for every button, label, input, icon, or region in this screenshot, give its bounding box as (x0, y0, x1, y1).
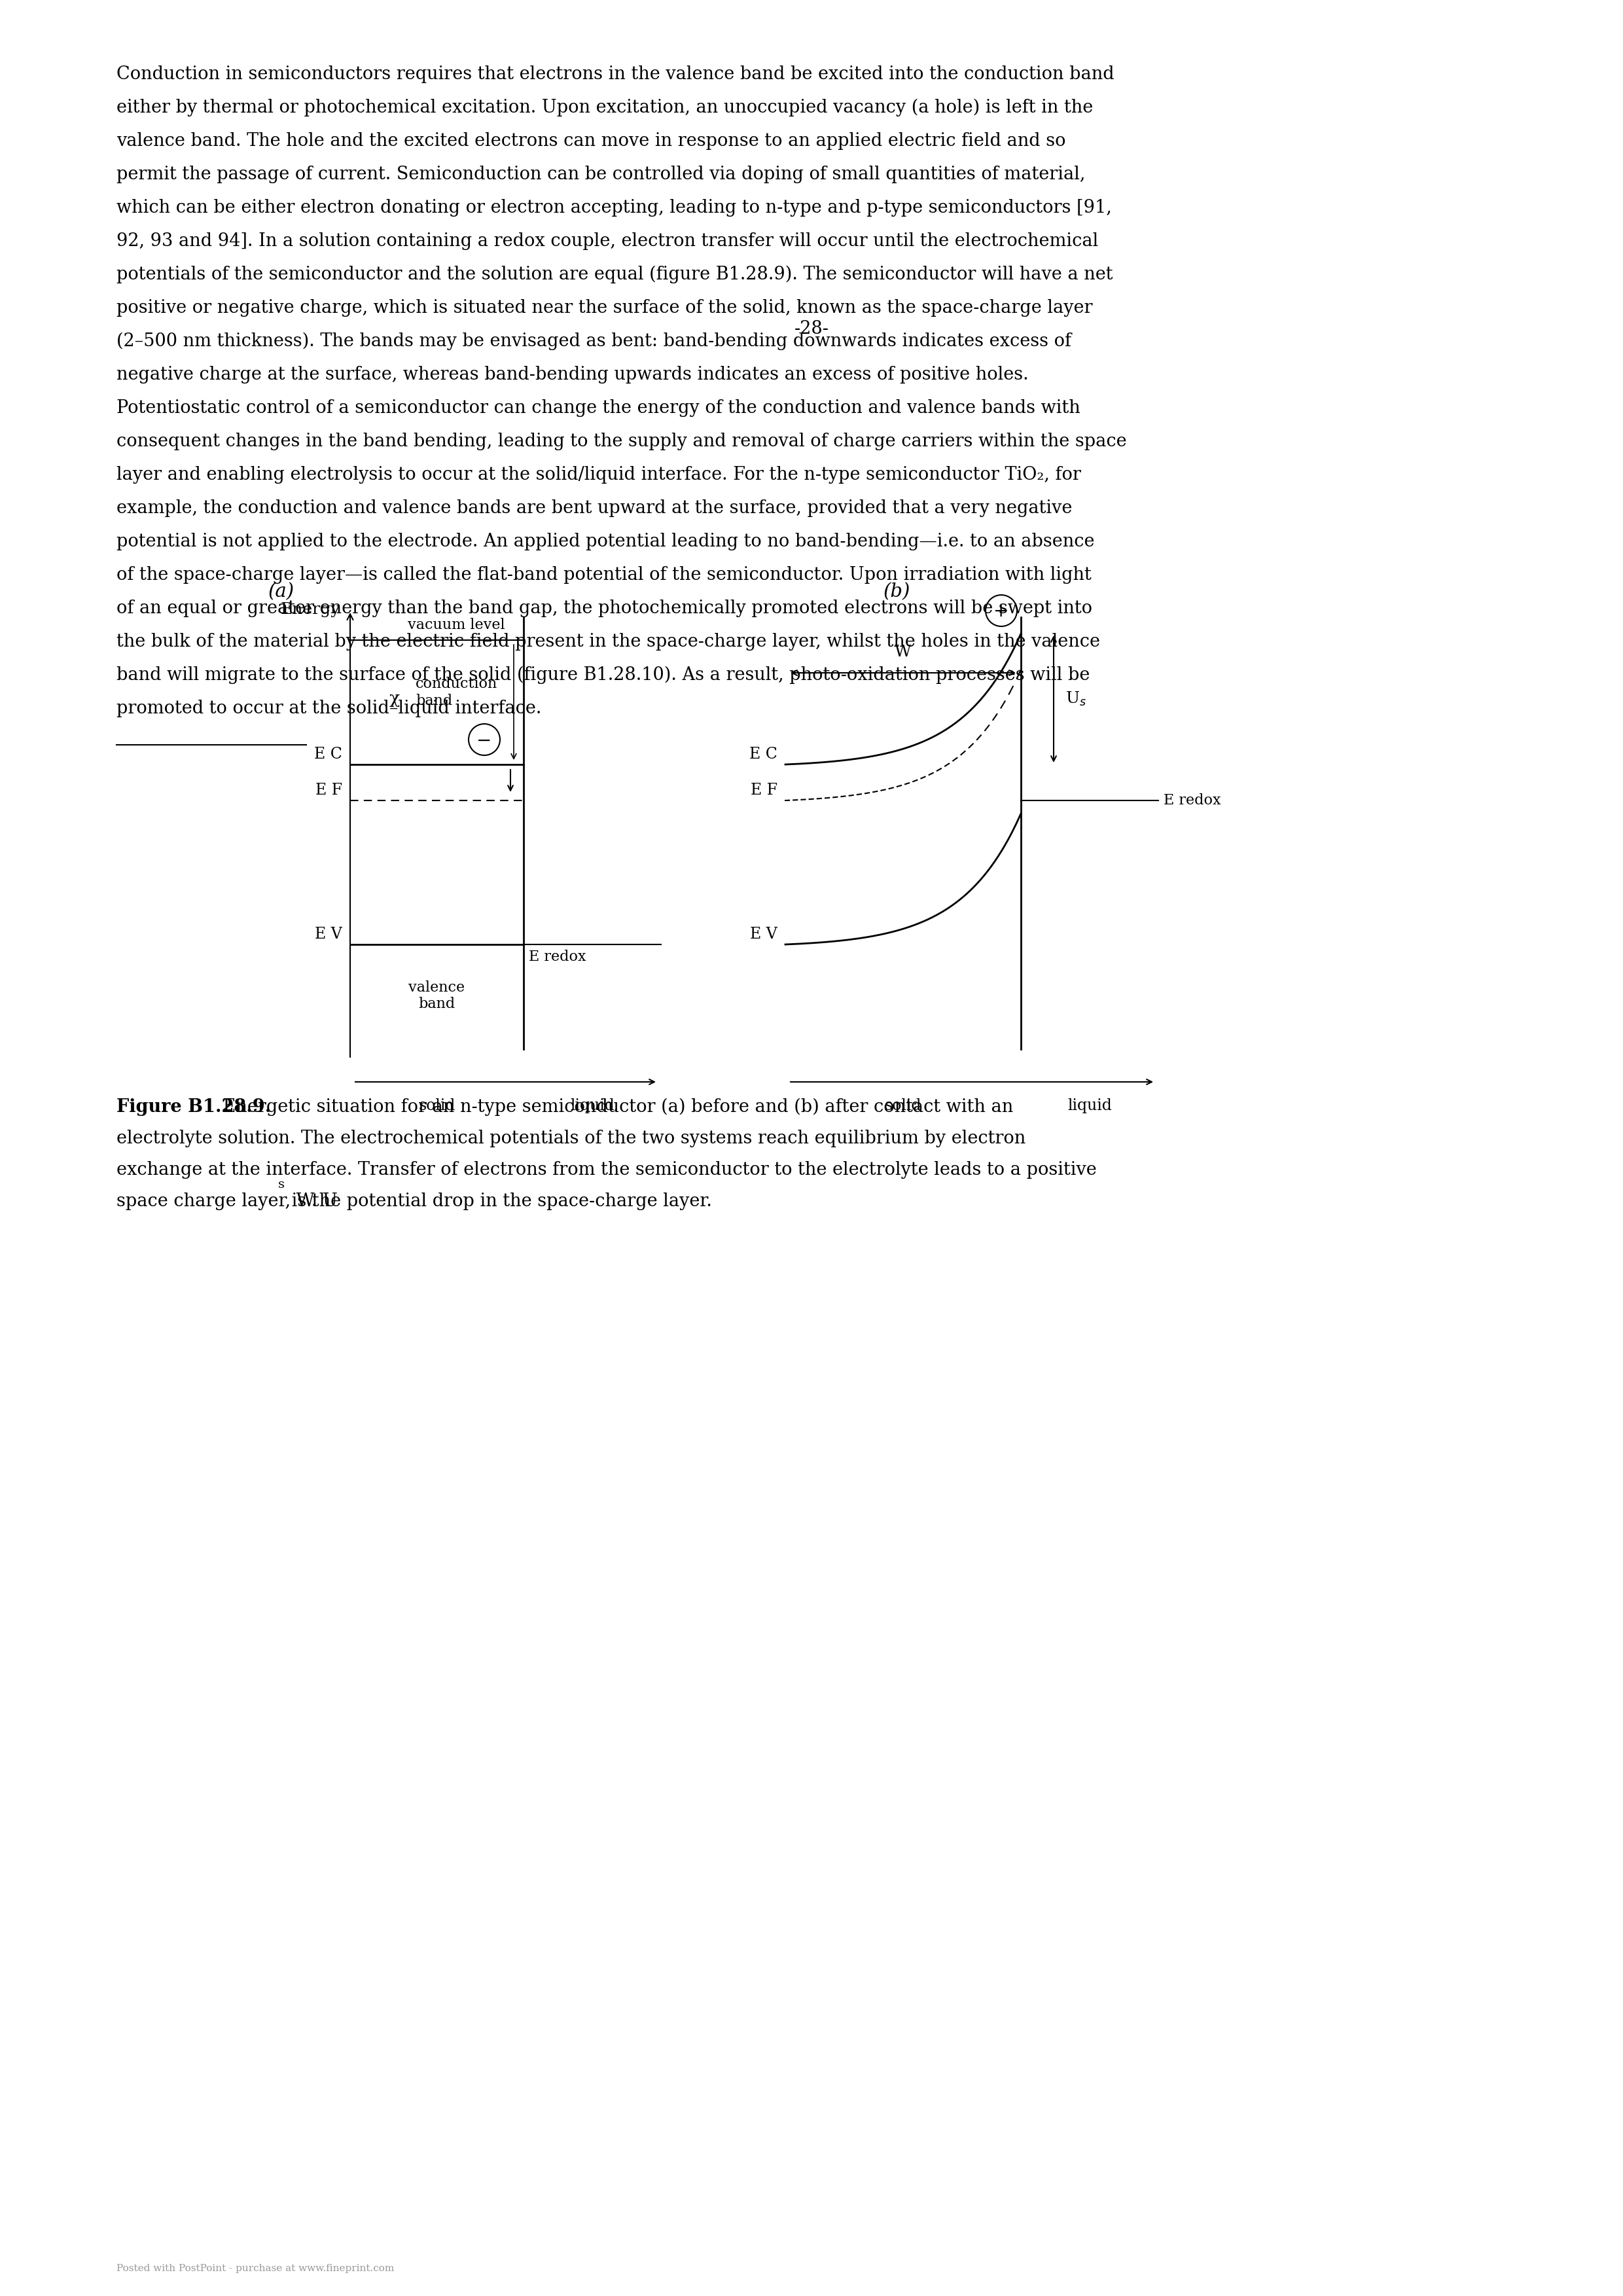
Text: W: W (894, 645, 912, 659)
Text: 92, 93 and 94]. In a solution containing a redox couple, electron transfer will : 92, 93 and 94]. In a solution containing… (117, 232, 1099, 250)
Text: E F: E F (315, 783, 342, 797)
Text: permit the passage of current. Semiconduction can be controlled via doping of sm: permit the passage of current. Semicondu… (117, 165, 1086, 184)
Text: E redox: E redox (1164, 792, 1220, 808)
Text: vacuum level: vacuum level (407, 618, 505, 631)
Text: E F: E F (750, 783, 777, 797)
Text: Energetic situation for an n-type semiconductor (a) before and (b) after contact: Energetic situation for an n-type semico… (217, 1097, 1013, 1116)
Text: exchange at the interface. Transfer of electrons from the semiconductor to the e: exchange at the interface. Transfer of e… (117, 1162, 1097, 1178)
Text: positive or negative charge, which is situated near the surface of the solid, kn: positive or negative charge, which is si… (117, 298, 1092, 317)
Text: band will migrate to the surface of the solid (figure B1.28.10). As a result, ph: band will migrate to the surface of the … (117, 666, 1091, 684)
Text: consequent changes in the band bending, leading to the supply and removal of cha: consequent changes in the band bending, … (117, 432, 1126, 450)
Text: electrolyte solution. The electrochemical potentials of the two systems reach eq: electrolyte solution. The electrochemica… (117, 1130, 1026, 1148)
Text: liquid: liquid (570, 1097, 615, 1114)
Text: E C: E C (750, 746, 777, 762)
Text: Potentiostatic control of a semiconductor can change the energy of the conductio: Potentiostatic control of a semiconducto… (117, 400, 1081, 418)
Text: layer and enabling electrolysis to occur at the solid/liquid interface. For the : layer and enabling electrolysis to occur… (117, 466, 1081, 484)
Text: −: − (477, 732, 492, 751)
Text: promoted to occur at the solid–liquid interface.: promoted to occur at the solid–liquid in… (117, 700, 542, 716)
Text: E redox: E redox (529, 951, 586, 964)
Text: conduction
band: conduction band (415, 677, 498, 707)
Text: solid: solid (419, 1097, 456, 1114)
Text: space charge layer, W. U: space charge layer, W. U (117, 1192, 338, 1210)
Text: Conduction in semiconductors requires that electrons in the valence band be exci: Conduction in semiconductors requires th… (117, 67, 1115, 83)
Text: negative charge at the surface, whereas band-bending upwards indicates an excess: negative charge at the surface, whereas … (117, 365, 1029, 383)
Text: valence
band: valence band (409, 980, 466, 1013)
Text: potentials of the semiconductor and the solution are equal (figure B1.28.9). The: potentials of the semiconductor and the … (117, 266, 1113, 285)
Text: (2–500 nm thickness). The bands may be envisaged as bent: band-bending downwards: (2–500 nm thickness). The bands may be e… (117, 333, 1071, 351)
Text: E C: E C (315, 746, 342, 762)
Text: (b): (b) (883, 583, 911, 602)
Text: Energy: Energy (281, 602, 341, 618)
Text: of the space-charge layer—is called the flat-band potential of the semiconductor: of the space-charge layer—is called the … (117, 567, 1091, 583)
Text: E V: E V (750, 928, 777, 941)
Text: liquid: liquid (1068, 1097, 1112, 1114)
Text: U$_s$: U$_s$ (1065, 691, 1086, 707)
Text: Figure B1.28.9.: Figure B1.28.9. (117, 1097, 271, 1116)
Text: s: s (278, 1178, 284, 1192)
Text: which can be either electron donating or electron accepting, leading to n-type a: which can be either electron donating or… (117, 200, 1112, 216)
Text: +: + (993, 602, 1010, 620)
Text: solid: solid (885, 1097, 922, 1114)
Text: E V: E V (315, 928, 342, 941)
Text: (a): (a) (268, 583, 294, 602)
Text: -28-: -28- (794, 321, 829, 338)
Text: χ: χ (390, 691, 399, 707)
Text: either by thermal or photochemical excitation. Upon excitation, an unoccupied va: either by thermal or photochemical excit… (117, 99, 1092, 117)
Text: valence band. The hole and the excited electrons can move in response to an appl: valence band. The hole and the excited e… (117, 133, 1066, 149)
Text: the bulk of the material by the electric field present in the space-charge layer: the bulk of the material by the electric… (117, 634, 1100, 650)
Text: example, the conduction and valence bands are bent upward at the surface, provid: example, the conduction and valence band… (117, 501, 1073, 517)
Text: is the potential drop in the space-charge layer.: is the potential drop in the space-charg… (286, 1192, 712, 1210)
Text: Posted with PostPoint - purchase at www.fineprint.com: Posted with PostPoint - purchase at www.… (117, 2264, 394, 2273)
Text: potential is not applied to the electrode. An applied potential leading to no ba: potential is not applied to the electrod… (117, 533, 1094, 551)
Text: of an equal or greater energy than the band gap, the photochemically promoted el: of an equal or greater energy than the b… (117, 599, 1092, 618)
